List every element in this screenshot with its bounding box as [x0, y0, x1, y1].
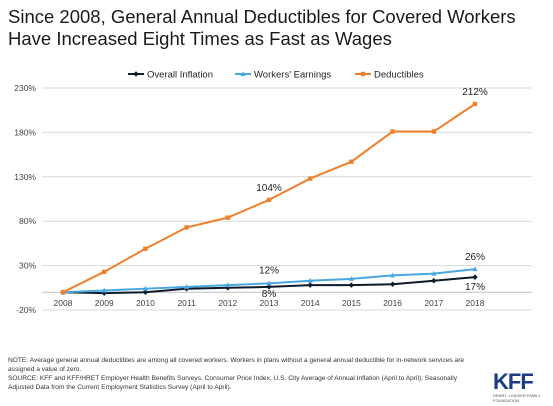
y-tick-label: -20%: [16, 305, 36, 315]
y-tick-label: 230%: [14, 83, 36, 93]
data-label: 212%: [462, 87, 488, 98]
data-point: [360, 71, 366, 77]
x-tick-label: 2014: [301, 298, 320, 308]
data-point: [184, 225, 189, 230]
data-point: [308, 176, 313, 181]
x-tick-label: 2017: [424, 298, 443, 308]
data-point: [348, 282, 354, 288]
data-point: [142, 289, 148, 296]
data-point: [266, 284, 272, 290]
legend-label: Overall Inflation: [147, 70, 213, 81]
data-point: [184, 284, 190, 289]
y-axis-ticks: -20% 30% 80% 130% 180% 230%: [14, 83, 36, 315]
note-text: NOTE: Average general annual deductibles…: [8, 357, 465, 373]
data-label: 26%: [465, 252, 485, 263]
legend-item: Workers' Earnings: [235, 70, 331, 81]
data-point: [60, 290, 66, 295]
data-point: [472, 266, 478, 272]
data-point: [143, 246, 148, 251]
source-text: SOURCE: KFF and KFF/HRET Employer Health…: [8, 375, 458, 391]
legend-label: Workers' Earnings: [254, 70, 331, 81]
x-tick-label: 2016: [383, 298, 402, 308]
x-tick-label: 2011: [177, 298, 196, 308]
data-label: 17%: [465, 282, 485, 293]
y-tick-label: 180%: [14, 127, 36, 137]
data-point: [472, 274, 478, 280]
legend-item: Deductibles: [355, 70, 424, 81]
y-tick-label: 30%: [19, 261, 36, 271]
series-deductibles: [60, 101, 478, 295]
legend-item: Overall Inflation: [128, 70, 213, 81]
x-tick-label: 2013: [260, 298, 279, 308]
data-point: [307, 277, 313, 283]
y-tick-label: 80%: [19, 216, 36, 226]
data-point: [348, 276, 354, 281]
data-point: [225, 282, 231, 288]
kff-logo: KFF HENRY J KAISER FAMILY FOUNDATION: [493, 369, 549, 404]
title-line-1: Since 2008, General Annual Deductibles f…: [8, 6, 516, 27]
x-tick-label: 2018: [466, 298, 485, 308]
x-tick-label: 2010: [136, 298, 155, 308]
x-tick-label: 2008: [54, 298, 73, 308]
title-line-2: Have Increased Eight Times as Fast as Wa…: [8, 28, 392, 49]
data-point: [390, 129, 395, 134]
data-point: [266, 280, 272, 286]
x-tick-label: 2015: [342, 298, 361, 308]
data-point: [102, 269, 107, 275]
data-point: [225, 215, 230, 220]
data-point: [133, 71, 139, 77]
data-point: [390, 272, 396, 278]
x-axis-ticks: 2008 2009 2010 2011 2012 2013 2014 2015 2016 2017…: [54, 298, 485, 308]
data-point: [390, 281, 396, 288]
chart-legend: Overall Inflation Workers' Earnings Deduct…: [128, 70, 424, 81]
data-label: 12%: [259, 265, 279, 276]
x-tick-label: 2012: [218, 298, 237, 308]
data-label: 104%: [256, 183, 282, 194]
data-point: [101, 287, 107, 293]
data-point: [142, 285, 148, 291]
data-point: [431, 270, 437, 276]
chart-notes: NOTE: Average general annual deductibles…: [8, 356, 478, 392]
legend-label: Deductibles: [374, 70, 424, 81]
logo-text: KFF: [493, 369, 534, 394]
data-point: [431, 129, 436, 134]
chart-series: [60, 101, 478, 296]
line-chart: Overall Inflation Workers' Earnings Deduct…: [14, 70, 532, 315]
y-tick-label: 130%: [14, 172, 36, 182]
series-overall-inflation: [60, 274, 478, 296]
x-tick-label: 2009: [95, 298, 114, 308]
data-point: [431, 277, 437, 284]
data-point: [349, 159, 354, 164]
series-workers-earnings: [60, 266, 478, 295]
data-point: [307, 282, 313, 288]
chart-annotations: 104% 212% 12% 26% 8% 17%: [256, 87, 488, 300]
chart-title: Since 2008, General Annual Deductibles f…: [8, 6, 548, 50]
data-point: [240, 71, 246, 76]
chart-gridlines: [42, 87, 532, 311]
logo-subtext: HENRY J KAISER FAMILY FOUNDATION: [493, 393, 541, 403]
data-point: [266, 197, 272, 203]
data-point: [472, 101, 478, 107]
data-label: 8%: [262, 289, 277, 300]
